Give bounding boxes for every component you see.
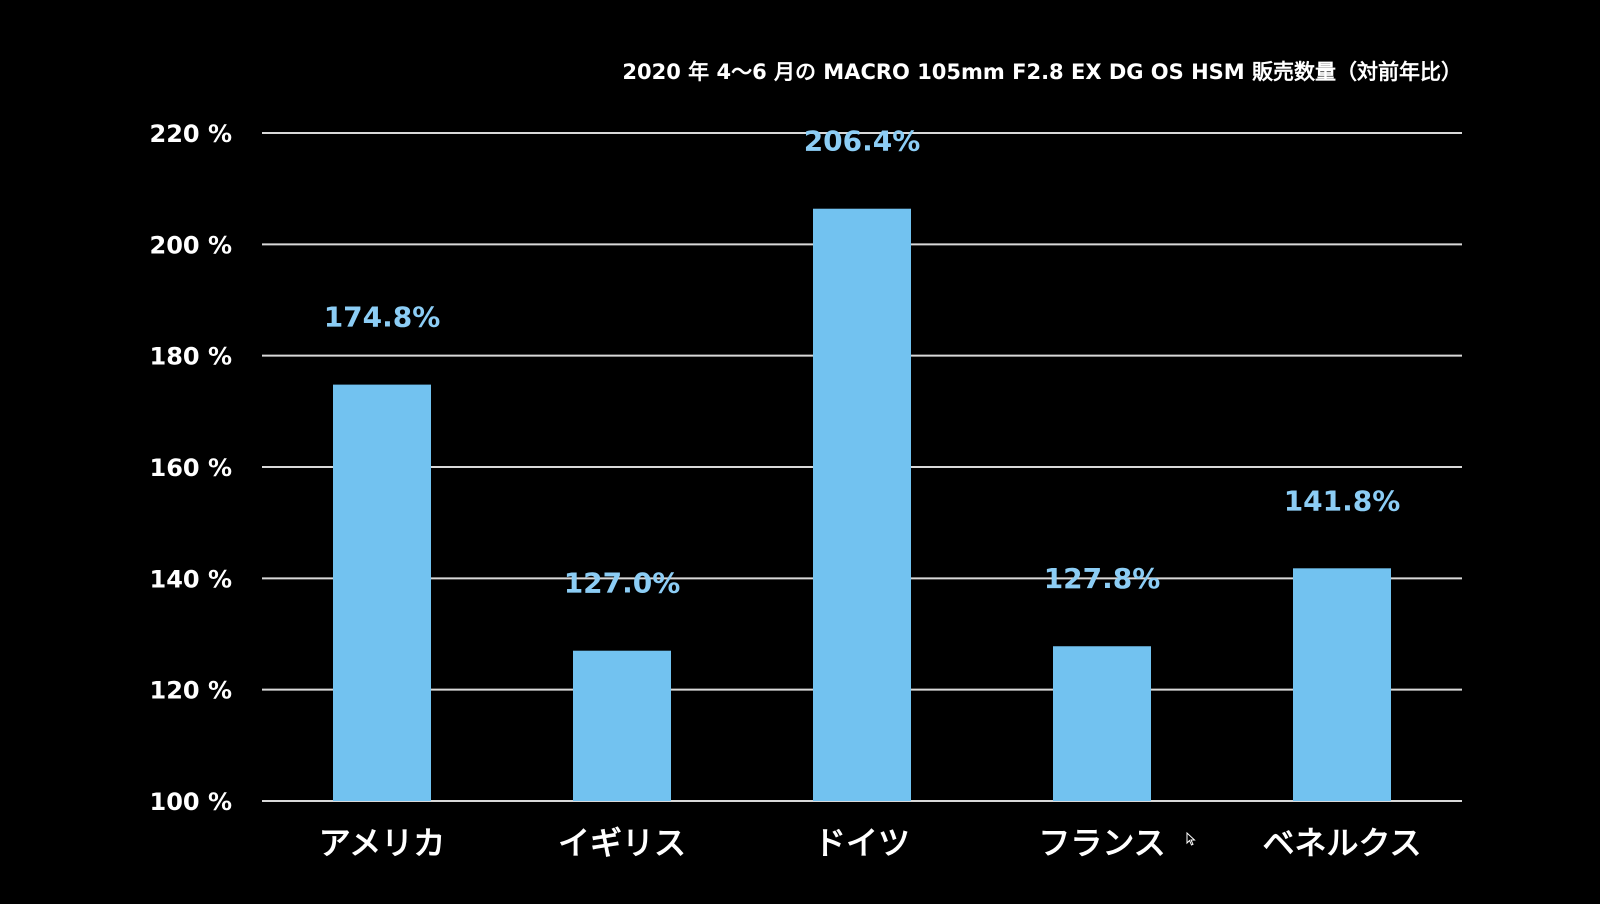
data-label: 141.8%: [1284, 484, 1401, 517]
data-label: 206.4%: [804, 125, 921, 158]
mouse-pointer-icon: [1186, 832, 1196, 846]
y-tick-label: 180 %: [150, 343, 233, 371]
category-label: フランス: [1038, 824, 1165, 862]
y-tick-label: 120 %: [150, 677, 233, 705]
bar-1: [333, 384, 431, 801]
chart-title: 2020 年 4〜6 月の MACRO 105mm F2.8 EX DG OS …: [622, 60, 1462, 84]
category-label: ベネルクス: [1262, 824, 1421, 862]
y-tick-label: 140 %: [150, 565, 233, 593]
y-tick-label: 220 %: [150, 120, 233, 148]
data-label: 127.8%: [1044, 562, 1161, 595]
category-label: イギリス: [558, 824, 686, 862]
bar-4: [1053, 646, 1151, 801]
y-tick-label: 200 %: [150, 231, 233, 259]
y-axis-ticks: 100 % 120 % 140 % 160 % 180 % 200 % 220 %: [150, 120, 233, 816]
category-label: アメリカ: [319, 824, 445, 862]
data-label: 174.8%: [324, 301, 441, 334]
bars: [333, 208, 1391, 801]
bar-2: [573, 650, 671, 801]
data-label: 127.0%: [564, 567, 681, 600]
data-labels: 174.8% 127.0% 206.4% 127.8% 141.8%: [324, 125, 1401, 600]
bar-5: [1293, 568, 1391, 801]
y-tick-label: 100 %: [150, 788, 233, 816]
category-label: ドイツ: [814, 824, 910, 862]
y-tick-label: 160 %: [150, 454, 233, 482]
category-labels: アメリカ イギリス ドイツ フランス ベネルクス: [319, 824, 1422, 862]
bar-3: [813, 208, 911, 801]
